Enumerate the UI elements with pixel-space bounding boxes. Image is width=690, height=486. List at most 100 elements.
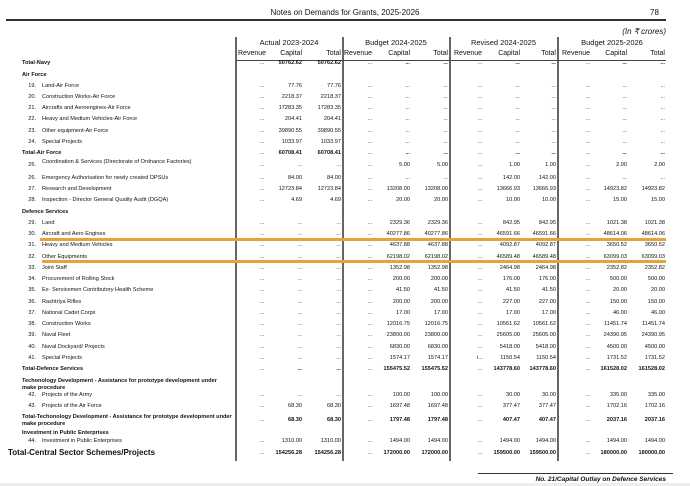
total-cell: ...: [660, 116, 665, 122]
capital-cell: 46.00: [613, 310, 627, 316]
row-number: 42.: [28, 392, 36, 398]
revenue-cell: ...: [585, 175, 591, 181]
revenue-cell: ...: [585, 150, 591, 156]
capital-cell: 10561.62: [496, 321, 520, 327]
capital-cell: 2037.16: [606, 417, 627, 423]
capital-cell: 1494.00: [606, 438, 627, 444]
capital-cell: ...: [405, 128, 410, 134]
row-number: 43.: [28, 403, 36, 409]
total-cell: 77.76: [327, 83, 341, 89]
row-number: 20.: [28, 94, 36, 100]
capital-cell: 23800.00: [386, 332, 410, 338]
table-row: 42. Projects of the Army............ 100.0…: [0, 390, 690, 400]
revenue-cell: ...: [367, 128, 373, 134]
column-divider: [235, 37, 237, 461]
capital-cell: 142.00: [502, 175, 520, 181]
capital-cell: ...: [297, 344, 302, 350]
capital-cell: 1494.00: [389, 438, 410, 444]
page-number: 78: [650, 8, 659, 17]
table-row: 36. Rashtriya Rifles............ 200.00 200…: [0, 297, 690, 307]
total-cell: 48614.06: [641, 231, 665, 237]
row-label: Inspection - Director General Quality Au…: [42, 197, 169, 203]
revenue-cell: ...: [367, 417, 373, 423]
row-label: Defence Services: [22, 209, 69, 215]
revenue-cell: ...: [367, 254, 373, 260]
capital-cell: 227.00: [502, 299, 520, 305]
total-cell: ...: [336, 310, 341, 316]
revenue-cell: ...: [367, 310, 373, 316]
row-label: Aircrafts and Aeroengines-Air Force: [42, 105, 131, 111]
total-cell: 1697.48: [427, 403, 448, 409]
capital-cell: ...: [515, 116, 520, 122]
revenue-cell: ...: [477, 254, 483, 260]
capital-cell: 17283.35: [278, 105, 302, 111]
revenue-cell: ...: [367, 287, 373, 293]
row-number: 29.: [28, 220, 36, 226]
row-label: Ex- Servicemen Contributory Health Schem…: [42, 287, 154, 293]
revenue-cell: ...: [367, 162, 373, 168]
revenue-cell: ...: [585, 105, 591, 111]
total-cell: 154256.28: [314, 450, 341, 456]
capital-cell: ...: [297, 332, 302, 338]
total-cell: 407.47: [538, 417, 556, 423]
row-label: Joint Staff: [42, 265, 67, 271]
header-rule: [6, 19, 666, 21]
total-cell: 842.95: [538, 220, 556, 226]
total-cell: 200.00: [430, 299, 448, 305]
total-cell: 150.00: [647, 299, 665, 305]
capital-cell: ...: [405, 83, 410, 89]
table-row: 22. Heavy and Medium Vehicles-Air Force..…: [0, 114, 690, 124]
capital-cell: ...: [297, 162, 302, 168]
revenue-cell: ...: [367, 60, 373, 66]
revenue-cell: ...: [259, 116, 265, 122]
total-cell: ...: [443, 60, 448, 66]
revenue-cell: ...: [367, 105, 373, 111]
row-label: Projects of the Army: [42, 392, 93, 398]
revenue-cell: ...: [477, 150, 483, 156]
total-cell: 14923.82: [641, 186, 665, 192]
table-row: 30. Aircraft and Aero Engines............…: [0, 229, 690, 239]
total-cell: 200.00: [430, 276, 448, 282]
row-label: Land-Air Force: [42, 83, 79, 89]
row-label: Total-Defence Services: [22, 366, 84, 372]
total-cell: 60708.41: [317, 150, 341, 156]
row-label: Naval Dockyard/ Projects: [42, 344, 105, 350]
revenue-cell: ...: [259, 150, 265, 156]
capital-cell: ...: [622, 175, 627, 181]
subheader-rule: [236, 60, 666, 61]
revenue-cell: ...: [477, 299, 483, 305]
revenue-cell: ...: [585, 116, 591, 122]
revenue-cell: ...: [477, 128, 483, 134]
revenue-cell: ...: [259, 287, 265, 293]
capital-cell: ...: [515, 94, 520, 100]
revenue-cell: ...: [259, 139, 265, 145]
total-cell: ...: [660, 128, 665, 134]
row-number: 23.: [28, 128, 36, 134]
revenue-cell: ...: [259, 310, 265, 316]
capital-cell: 10.00: [506, 197, 520, 203]
total-cell: 68.30: [327, 417, 341, 423]
total-cell: ...: [336, 392, 341, 398]
revenue-cell: ...: [477, 321, 483, 327]
total-cell: 1702.16: [644, 403, 665, 409]
revenue-cell: ...: [367, 450, 373, 456]
capital-cell: 1033.97: [281, 139, 302, 145]
total-cell: ...: [443, 83, 448, 89]
row-number: 35.: [28, 287, 36, 293]
subheader-revenue: Revenue: [454, 50, 483, 57]
total-cell: ...: [551, 139, 556, 145]
revenue-cell: ...: [477, 438, 483, 444]
revenue-cell: ...: [585, 265, 591, 271]
revenue-cell: ...: [367, 175, 373, 181]
highlight-line: [40, 238, 666, 241]
revenue-cell: ...: [367, 116, 373, 122]
capital-cell: 204.41: [284, 116, 302, 122]
row-label: Other Equipments: [42, 254, 88, 260]
total-cell: 10.00: [542, 197, 556, 203]
revenue-cell: ...: [259, 175, 265, 181]
capital-cell: 4092.87: [499, 242, 520, 248]
total-cell: 161528.02: [638, 366, 665, 372]
capital-cell: 14923.82: [603, 186, 627, 192]
capital-cell: 20.00: [613, 287, 627, 293]
total-cell: 155475.52: [421, 366, 448, 372]
